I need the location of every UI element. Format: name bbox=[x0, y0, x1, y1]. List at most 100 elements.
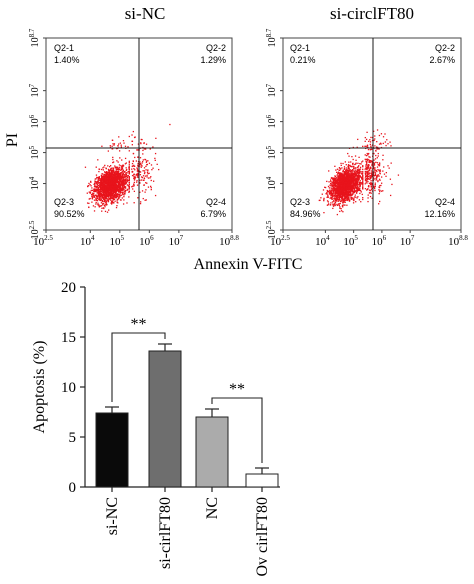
scatter-1-point-1227 bbox=[124, 173, 126, 176]
scatter-2-point-833 bbox=[352, 170, 354, 172]
scatter-1-point-1218 bbox=[128, 166, 130, 168]
scatter-1-point-2082 bbox=[139, 191, 141, 193]
scatter-2-point-1344 bbox=[362, 175, 364, 177]
scatter-1-point-14 bbox=[102, 196, 105, 199]
scatter-2-point-1370 bbox=[332, 204, 334, 206]
scatter-2-point-1708 bbox=[334, 202, 336, 204]
scatter-2-point-2098 bbox=[379, 173, 381, 175]
scatter-2-point-720 bbox=[351, 177, 353, 180]
scatter-1-point-1968 bbox=[107, 185, 110, 188]
scatter-2-point-217 bbox=[357, 162, 359, 164]
scatter-1-point-1662 bbox=[115, 172, 118, 175]
scatter-1-point-1970 bbox=[123, 178, 125, 180]
scatter-2-point-1905 bbox=[366, 176, 368, 178]
scatter-1-point-1707 bbox=[112, 175, 114, 178]
scatter-2-point-1606 bbox=[350, 198, 352, 200]
scatter-1-point-1727 bbox=[126, 179, 129, 182]
scatter-2-point-604 bbox=[329, 190, 331, 192]
scatter-1-point-1080 bbox=[119, 190, 121, 192]
scatter-2-point-1780 bbox=[337, 192, 339, 194]
scatter-2-point-386 bbox=[326, 180, 328, 183]
scatter-1-point-1976 bbox=[103, 190, 106, 192]
scatter-2-point-2091 bbox=[374, 174, 376, 176]
scatter-1-point-1781 bbox=[91, 201, 93, 203]
scatter-2-point-1589 bbox=[355, 183, 358, 185]
scatter-2-point-1729 bbox=[357, 189, 359, 192]
scatter-2-point-1602 bbox=[362, 176, 364, 178]
scatter-2-point-2099 bbox=[380, 184, 382, 187]
scatter-1-point-2017 bbox=[145, 199, 147, 201]
scatter-1-point-946 bbox=[103, 198, 106, 200]
scatter-1-point-1575 bbox=[119, 191, 121, 193]
scatter-2-point-722 bbox=[350, 169, 353, 172]
scatter-2-point-790 bbox=[357, 180, 359, 182]
scatter-1-point-1705 bbox=[100, 192, 102, 195]
scatter-2-point-2103 bbox=[385, 171, 388, 174]
scatter-2-point-1785 bbox=[343, 186, 346, 188]
scatter-2-point-2054 bbox=[388, 167, 390, 169]
scatter-2-point-1805 bbox=[361, 161, 363, 163]
scatter-1-point-1381 bbox=[128, 181, 130, 183]
scatter-1-point-391 bbox=[118, 166, 120, 169]
scatter-2-point-1294 bbox=[321, 193, 323, 195]
scatter-2-point-1998 bbox=[371, 172, 373, 174]
scatter-1-point-511 bbox=[124, 181, 126, 183]
scatter-2-point-2005 bbox=[367, 178, 370, 180]
scatter-1-point-1144 bbox=[108, 198, 110, 200]
scatter-2-point-886 bbox=[352, 191, 354, 193]
scatter-1-point-1875 bbox=[103, 197, 105, 199]
scatter-2-point-793 bbox=[362, 185, 364, 187]
scatter-1-point-1908 bbox=[120, 169, 123, 171]
scatter-1-point-62 bbox=[89, 191, 92, 193]
scatter-2-point-2138 bbox=[370, 145, 372, 147]
scatter-1-point-1733 bbox=[111, 173, 114, 175]
scatter-2-point-910 bbox=[361, 193, 363, 196]
scatter-2-point-1636 bbox=[347, 178, 349, 180]
scatter-1-point-1930 bbox=[109, 173, 112, 176]
scatter-1-point-871 bbox=[100, 190, 102, 192]
scatter-2-point-1981 bbox=[369, 161, 371, 164]
scatter-2-point-1301 bbox=[335, 181, 338, 184]
scatter-x-axis-label: Annexin V-FITC bbox=[194, 256, 303, 273]
scatter-2-point-1931 bbox=[375, 154, 377, 157]
scatter-1-point-1833 bbox=[102, 207, 105, 209]
scatter-2-point-1787 bbox=[350, 194, 352, 197]
scatter-1-point-659 bbox=[90, 185, 92, 187]
scatter-2-point-1410 bbox=[338, 199, 340, 202]
scatter-1-point-1332 bbox=[100, 199, 102, 201]
scatter-1-point-401 bbox=[93, 192, 95, 195]
scatter-1-point-1607 bbox=[114, 189, 116, 191]
scatter-2-point-1350 bbox=[341, 167, 343, 169]
scatter-2-point-1027 bbox=[357, 171, 359, 174]
scatter-1-point-1153 bbox=[113, 195, 115, 198]
scatter-1-point-847 bbox=[95, 188, 97, 190]
scatter-1-point-1660 bbox=[116, 160, 118, 162]
scatter-1-point-474 bbox=[99, 199, 101, 201]
scatter-1-point-1322 bbox=[106, 178, 108, 180]
scatter-2-xtick-label-3: 106 bbox=[372, 234, 387, 248]
scatter-2-point-2122 bbox=[377, 163, 379, 166]
scatter-2-point-1856 bbox=[358, 156, 360, 158]
scatter-1-title: si-NC bbox=[125, 4, 166, 23]
significance-label-1: ** bbox=[229, 381, 245, 398]
scatter-2-point-738 bbox=[342, 169, 344, 171]
scatter-2-point-1082 bbox=[356, 184, 358, 186]
scatter-2-point-1080 bbox=[335, 191, 337, 193]
scatter-2-point-2084 bbox=[371, 182, 373, 185]
scatter-2-point-1733 bbox=[354, 172, 357, 174]
scatter-1-point-2041 bbox=[140, 179, 143, 181]
scatter-2-point-2105 bbox=[389, 194, 392, 197]
scatter-1-point-1629 bbox=[119, 188, 121, 190]
scatter-2-point-1383 bbox=[356, 169, 359, 171]
scatter-1-point-1644 bbox=[88, 206, 90, 209]
scatter-1-point-1646 bbox=[105, 192, 107, 195]
scatter-2-point-2008 bbox=[365, 167, 367, 169]
scatter-2-point-2154 bbox=[376, 129, 379, 131]
scatter-1-point-85 bbox=[115, 193, 117, 196]
scatter-1-q3-name: Q2-3 bbox=[54, 197, 74, 207]
scatter-1-point-1105 bbox=[120, 183, 122, 185]
scatter-2-point-527 bbox=[331, 176, 333, 179]
scatter-2-point-1605 bbox=[346, 183, 349, 186]
scatter-2-point-1643 bbox=[349, 170, 352, 173]
scatter-2-point-2190 bbox=[384, 141, 387, 143]
